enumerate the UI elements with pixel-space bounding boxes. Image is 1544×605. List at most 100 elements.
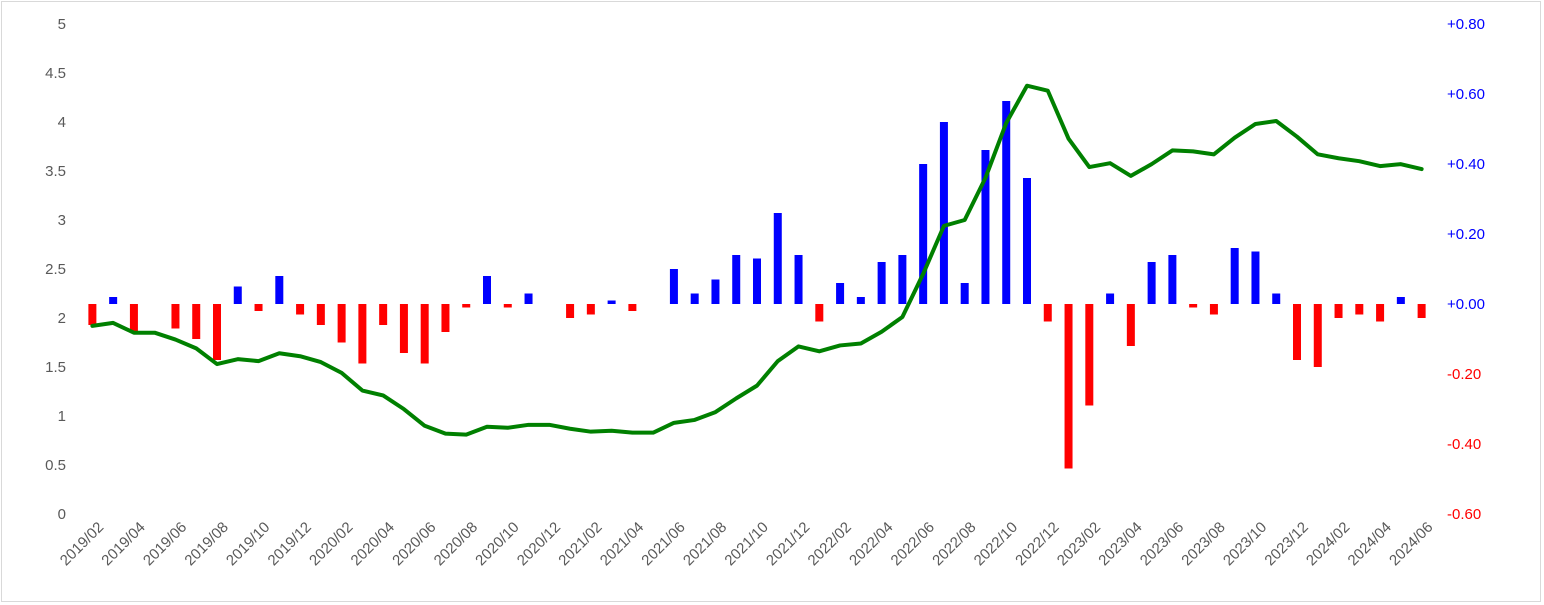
bar-2020/10	[503, 304, 512, 308]
bar-2021/09	[732, 255, 741, 304]
x-tick-label: 2023/04	[1095, 519, 1145, 569]
x-tick-label: 2022/12	[1012, 519, 1062, 569]
bar-2020/01	[316, 304, 325, 325]
bar-2019/10	[254, 304, 263, 311]
line-series	[90, 83, 1424, 437]
bar-2020/09	[483, 276, 491, 304]
bar-2023/08	[1209, 304, 1218, 315]
right-tick-label: +0.60	[1447, 86, 1485, 103]
bar-2020/02	[337, 304, 346, 343]
bar-2021/10	[753, 258, 761, 304]
bar-series	[88, 101, 1426, 469]
bar-2022/08	[960, 283, 969, 304]
x-tick-label: 2019/06	[140, 519, 190, 569]
bar-2023/10	[1251, 251, 1260, 304]
bar-2023/01	[1064, 304, 1073, 469]
bar-2021/07	[690, 293, 699, 304]
x-tick-label: 2024/02	[1303, 519, 1353, 569]
left-tick-label: 5	[58, 16, 66, 33]
x-tick-label: 2023/02	[1054, 519, 1104, 569]
bar-2020/07	[441, 304, 450, 332]
left-y-axis: 0 0.5 1 1.5 2 2.5 3 3.5 4 4.5 5	[45, 16, 66, 523]
bar-2022/07	[939, 122, 948, 304]
bar-2020/08	[462, 304, 471, 308]
right-tick-label: +0.80	[1447, 16, 1485, 33]
right-tick-label: -0.20	[1447, 366, 1481, 383]
x-tick-label: 2021/02	[555, 519, 605, 569]
bar-2022/02	[836, 283, 845, 304]
bar-2019/11	[275, 276, 284, 304]
bar-2022/11	[1023, 178, 1031, 304]
left-tick-label: 1	[58, 408, 66, 425]
bar-2024/01	[1313, 304, 1322, 367]
left-tick-label: 4	[58, 114, 66, 131]
x-tick-label: 2019/02	[57, 519, 107, 569]
left-tick-label: 3	[58, 212, 66, 229]
left-tick-label: 3.5	[45, 163, 66, 180]
x-tick-label: 2020/08	[431, 519, 481, 569]
right-tick-label: -0.40	[1447, 436, 1481, 453]
x-tick-label: 2020/12	[514, 519, 564, 569]
bar-2020/04	[379, 304, 388, 325]
bar-2023/09	[1230, 248, 1239, 304]
bar-2021/11	[773, 213, 782, 304]
x-tick-label: 2020/04	[348, 519, 398, 569]
x-tick-label: 2021/12	[763, 519, 813, 569]
right-tick-label: +0.40	[1447, 156, 1485, 173]
line-series-group	[90, 83, 1424, 437]
bar-2022/05	[898, 255, 907, 304]
bar-2020/06	[420, 304, 429, 364]
bar-2019/09	[233, 286, 242, 304]
right-tick-label: +0.20	[1447, 226, 1485, 243]
bar-2023/05	[1147, 262, 1156, 304]
bar-2024/02	[1334, 304, 1343, 318]
bar-2023/03	[1106, 293, 1115, 304]
bar-2023/02	[1085, 304, 1094, 406]
x-tick-label: 2022/06	[888, 519, 938, 569]
bar-2019/07	[192, 304, 201, 339]
bar-2020/11	[524, 293, 533, 304]
bar-2021/08	[711, 279, 720, 304]
bar-2022/06	[919, 164, 928, 304]
x-tick-label: 2024/06	[1386, 519, 1436, 569]
bar-2021/03	[607, 300, 616, 304]
bar-2024/06	[1417, 304, 1426, 318]
x-tick-label: 2019/08	[181, 519, 231, 569]
right-tick-label: +0.00	[1447, 296, 1485, 313]
bar-2024/05	[1396, 297, 1405, 304]
bar-2022/12	[1043, 304, 1052, 322]
bar-2021/02	[586, 304, 595, 315]
right-tick-label: -0.60	[1447, 506, 1481, 523]
x-tick-label: 2019/12	[265, 519, 315, 569]
x-tick-label: 2022/02	[805, 519, 855, 569]
x-tick-label: 2020/10	[472, 519, 522, 569]
x-tick-label: 2022/08	[929, 519, 979, 569]
bar-2023/06	[1168, 255, 1177, 304]
bar-2021/04	[628, 304, 637, 311]
x-tick-label: 2020/06	[389, 519, 439, 569]
x-tick-label: 2023/10	[1220, 519, 1270, 569]
x-tick-label: 2020/02	[306, 519, 356, 569]
bar-2022/09	[981, 150, 990, 304]
bar-2019/08	[213, 304, 221, 360]
left-tick-label: 2	[58, 310, 66, 327]
bar-2021/12	[794, 255, 803, 304]
left-tick-label: 0	[58, 506, 66, 523]
left-tick-label: 0.5	[45, 457, 66, 474]
bar-2022/03	[856, 297, 865, 304]
x-tick-label: 2021/06	[638, 519, 688, 569]
bar-2024/03	[1355, 304, 1364, 315]
right-y-axis: -0.60 -0.40 -0.20 +0.00 +0.20 +0.40 +0.60 +0.80	[1447, 16, 1485, 523]
bar-2021/06	[669, 269, 678, 304]
left-tick-label: 4.5	[45, 65, 66, 82]
x-axis: 2019/022019/042019/062019/082019/102019/…	[57, 519, 1437, 569]
bar-2023/12	[1293, 304, 1301, 360]
x-tick-label: 2023/12	[1261, 519, 1311, 569]
x-tick-label: 2023/06	[1137, 519, 1187, 569]
bar-2023/07	[1189, 304, 1198, 308]
bar-2019/06	[171, 304, 180, 329]
bar-2020/03	[358, 304, 367, 364]
x-tick-label: 2022/04	[846, 519, 896, 569]
